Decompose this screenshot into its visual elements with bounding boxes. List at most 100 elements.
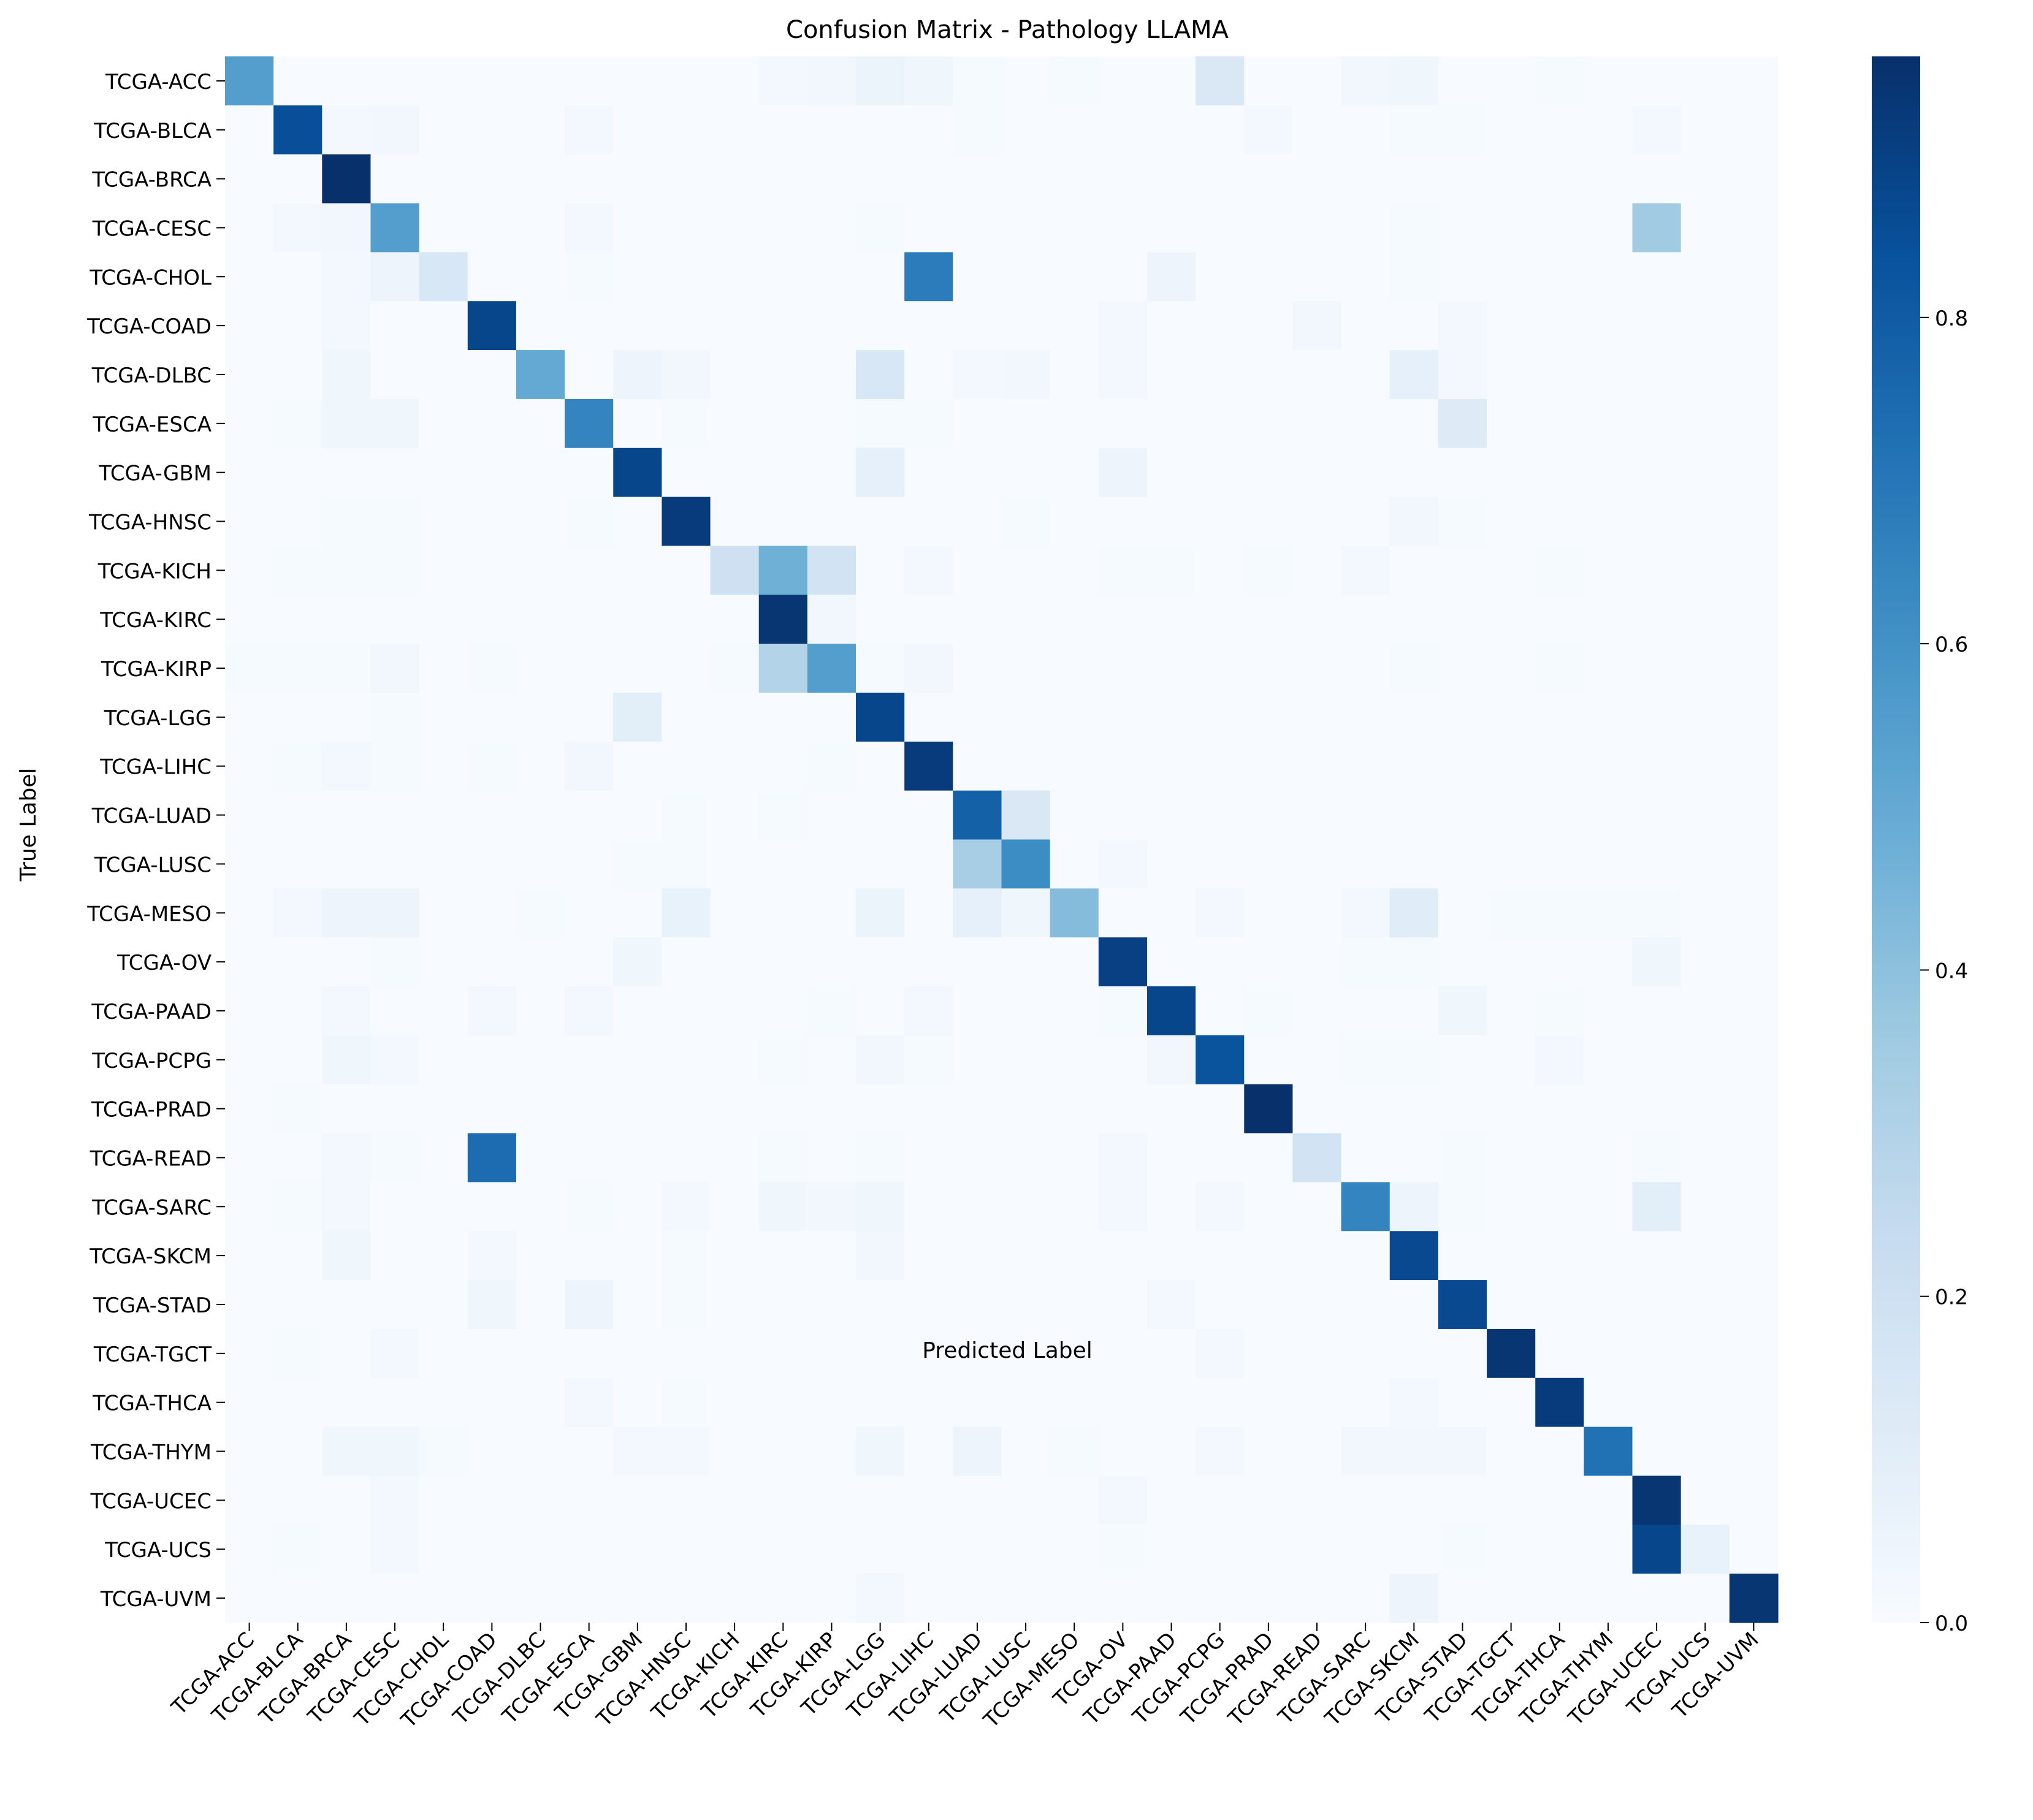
heatmap-cell (856, 644, 905, 693)
heatmap-cell (1050, 398, 1099, 449)
heatmap-cell (856, 937, 905, 987)
heatmap-cell (1098, 301, 1148, 351)
heatmap-cell (1632, 301, 1682, 351)
heatmap-cell (953, 252, 1002, 302)
heatmap-cell (1584, 398, 1633, 449)
heatmap-cell (1244, 1280, 1294, 1330)
heatmap-cell (273, 839, 322, 889)
heatmap-cell (322, 154, 372, 204)
heatmap-cell (1341, 1426, 1390, 1477)
heatmap-cell (1196, 986, 1245, 1036)
heatmap-cell (1438, 398, 1487, 449)
heatmap-cell (1050, 1182, 1099, 1232)
heatmap-cell (565, 1231, 614, 1281)
heatmap-cell (1487, 1231, 1536, 1281)
heatmap-cell (516, 447, 565, 498)
heatmap-cell (1341, 497, 1390, 547)
heatmap-cell (565, 888, 614, 938)
y-tick-label: TCGA-GBM (98, 462, 212, 486)
heatmap-cell (1729, 1035, 1779, 1085)
heatmap-cell (710, 986, 760, 1036)
heatmap-cell (1680, 398, 1730, 449)
heatmap-cell (613, 1377, 663, 1428)
colorbar (1872, 56, 1920, 1623)
heatmap-cell (1292, 105, 1342, 155)
heatmap-cell (1584, 1525, 1633, 1574)
heatmap-cell (1438, 986, 1487, 1036)
heatmap-cell (1680, 56, 1730, 106)
heatmap-cell (1196, 203, 1245, 253)
heatmap-cell (1292, 1084, 1342, 1134)
heatmap-cell (1389, 350, 1439, 400)
y-tick-label: TCGA-TGCT (93, 1342, 212, 1367)
heatmap-cell (1341, 1231, 1390, 1281)
heatmap-cell (1389, 1280, 1439, 1330)
heatmap-cell (322, 497, 372, 547)
heatmap-cell (1341, 1035, 1390, 1085)
heatmap-cell (565, 1328, 614, 1379)
heatmap-cell (904, 1574, 953, 1623)
heatmap-cell (370, 1035, 420, 1085)
heatmap-cell (1292, 1182, 1342, 1232)
heatmap-cell (419, 839, 468, 889)
heatmap-cell (1098, 937, 1148, 987)
heatmap-cell (273, 937, 322, 987)
heatmap-cell (1438, 1426, 1487, 1477)
heatmap-cell (1050, 595, 1099, 644)
heatmap-cell (419, 741, 468, 791)
heatmap-cell (1244, 1035, 1294, 1085)
heatmap-cell (419, 398, 468, 449)
y-tick-label: TCGA-READ (90, 1146, 212, 1171)
heatmap-cell (1098, 790, 1148, 840)
heatmap-cell (1535, 1280, 1584, 1330)
heatmap-cell (565, 1133, 614, 1182)
heatmap-cell (758, 1426, 808, 1477)
heatmap-cell (322, 56, 372, 106)
heatmap-cell (710, 888, 760, 938)
heatmap-cell (904, 1133, 953, 1182)
heatmap-cell (856, 986, 905, 1036)
heatmap-cell (1487, 1475, 1536, 1525)
heatmap-cell (613, 888, 663, 938)
heatmap-cell (467, 1426, 517, 1477)
heatmap-cell (953, 1182, 1002, 1232)
heatmap-cell (856, 692, 905, 742)
heatmap-cell (1341, 888, 1390, 938)
heatmap-cell (516, 497, 565, 547)
heatmap-cell (1098, 154, 1148, 204)
heatmap-cell (1729, 546, 1779, 595)
heatmap-cell (1729, 1133, 1779, 1182)
heatmap-cell (1438, 1525, 1487, 1574)
heatmap-cell (662, 937, 711, 987)
heatmap-cell (1632, 741, 1682, 791)
heatmap-cell (370, 1475, 420, 1525)
heatmap-cell (516, 741, 565, 791)
heatmap-cell (565, 692, 614, 742)
heatmap-cell (1244, 595, 1294, 644)
heatmap-cell (565, 1084, 614, 1134)
heatmap-cell (1001, 105, 1051, 155)
heatmap-cell (953, 105, 1002, 155)
y-tick-label: TCGA-LIHC (99, 755, 212, 780)
heatmap-cell (467, 398, 517, 449)
heatmap-cell (1729, 692, 1779, 742)
heatmap-cell (419, 252, 468, 302)
heatmap-cell (613, 1084, 663, 1134)
heatmap-cell (662, 1182, 711, 1232)
heatmap-cell (1098, 56, 1148, 106)
heatmap-cell (904, 154, 953, 204)
heatmap-cell (1292, 1133, 1342, 1182)
heatmap-cell (370, 1231, 420, 1281)
heatmap-cell (1487, 1035, 1536, 1085)
heatmap-cell (613, 56, 663, 106)
heatmap-cell (1050, 1328, 1099, 1379)
heatmap-cell (1584, 1182, 1633, 1232)
heatmap-cell (1244, 1084, 1294, 1134)
heatmap-cell (565, 398, 614, 449)
heatmap-cell (1535, 447, 1584, 498)
heatmap-cell (758, 1328, 808, 1379)
heatmap-cell (1389, 154, 1439, 204)
heatmap-cell (613, 1182, 663, 1232)
heatmap-cell (662, 692, 711, 742)
heatmap-cell (856, 546, 905, 595)
